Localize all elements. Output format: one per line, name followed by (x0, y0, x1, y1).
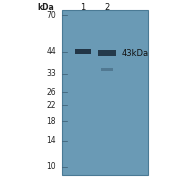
Text: 18: 18 (46, 117, 56, 126)
Text: 2: 2 (104, 3, 110, 12)
Bar (98, 50, 116, 56)
Text: 44: 44 (46, 47, 56, 56)
Text: 1: 1 (80, 3, 86, 12)
Text: 10: 10 (46, 162, 56, 171)
Text: 22: 22 (46, 101, 56, 110)
Text: 26: 26 (46, 88, 56, 97)
Bar (101, 68, 113, 71)
Bar (75, 49, 91, 54)
Text: 14: 14 (46, 136, 56, 145)
Text: 43kDa: 43kDa (122, 49, 149, 58)
Text: 70: 70 (46, 11, 56, 20)
Text: 33: 33 (46, 69, 56, 78)
Bar (62, 10, 148, 175)
Text: kDa: kDa (37, 3, 54, 12)
